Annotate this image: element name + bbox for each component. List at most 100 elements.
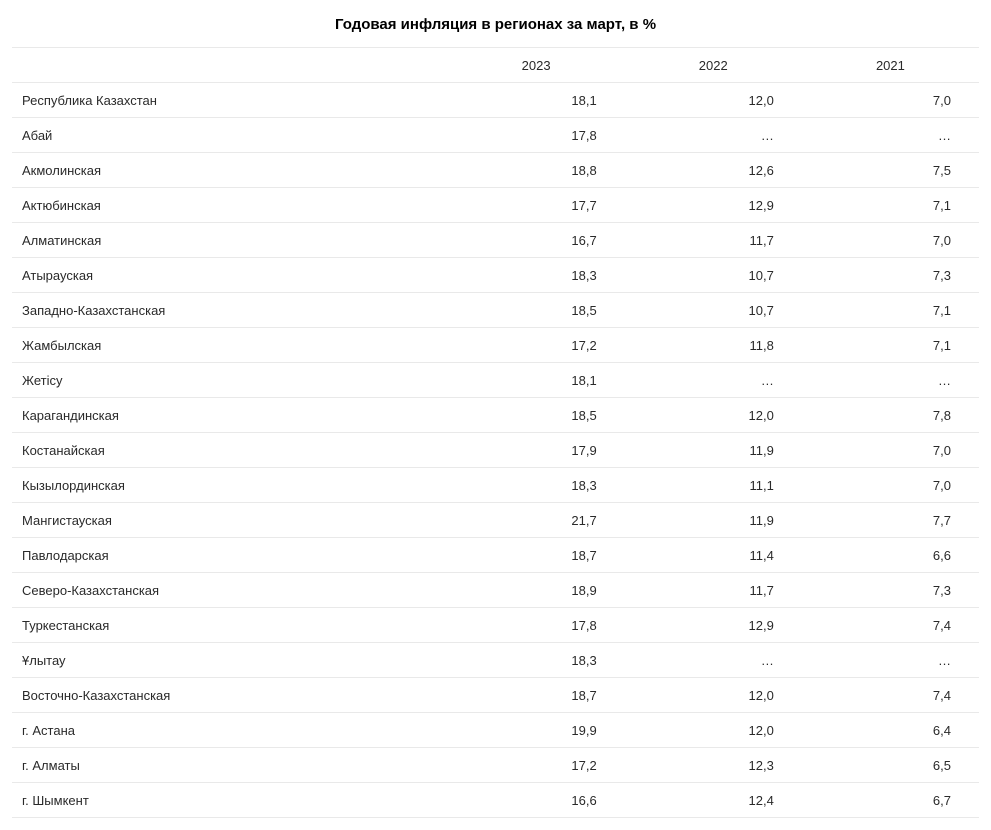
cell-v2022: 11,9 xyxy=(625,503,802,538)
cell-v2022: 11,9 xyxy=(625,433,802,468)
cell-v2022: 12,9 xyxy=(625,188,802,223)
table-row: Атырауская18,310,77,3 xyxy=(12,258,979,293)
cell-v2023: 18,1 xyxy=(448,363,625,398)
cell-v2022: 11,7 xyxy=(625,573,802,608)
cell-v2023: 18,3 xyxy=(448,643,625,678)
cell-v2023: 18,3 xyxy=(448,258,625,293)
cell-v2021: … xyxy=(802,643,979,678)
cell-v2021: 7,4 xyxy=(802,678,979,713)
cell-v2021: 7,3 xyxy=(802,258,979,293)
header-region xyxy=(12,48,448,83)
cell-v2021: 7,0 xyxy=(802,83,979,118)
cell-v2021: 7,7 xyxy=(802,503,979,538)
cell-v2021: 7,5 xyxy=(802,153,979,188)
cell-v2021: … xyxy=(802,118,979,153)
cell-v2021: 7,3 xyxy=(802,573,979,608)
cell-region: Республика Казахстан xyxy=(12,83,448,118)
cell-v2022: 12,9 xyxy=(625,608,802,643)
cell-region: Карагандинская xyxy=(12,398,448,433)
table-row: Туркестанская17,812,97,4 xyxy=(12,608,979,643)
cell-v2021: 7,4 xyxy=(802,608,979,643)
header-2022: 2022 xyxy=(625,48,802,83)
cell-region: Восточно-Казахстанская xyxy=(12,678,448,713)
cell-v2021: 7,0 xyxy=(802,468,979,503)
cell-v2023: 18,3 xyxy=(448,468,625,503)
cell-v2021: 7,1 xyxy=(802,188,979,223)
cell-region: Акмолинская xyxy=(12,153,448,188)
cell-v2023: 18,5 xyxy=(448,293,625,328)
table-row: Акмолинская18,812,67,5 xyxy=(12,153,979,188)
cell-v2022: 11,1 xyxy=(625,468,802,503)
cell-v2022: 11,4 xyxy=(625,538,802,573)
table-row: Павлодарская18,711,46,6 xyxy=(12,538,979,573)
cell-region: Жамбылская xyxy=(12,328,448,363)
cell-region: Абай xyxy=(12,118,448,153)
table-title: Годовая инфляция в регионах за март, в % xyxy=(12,16,979,33)
cell-region: г. Шымкент xyxy=(12,783,448,818)
cell-v2023: 18,8 xyxy=(448,153,625,188)
cell-v2023: 19,9 xyxy=(448,713,625,748)
table-header-row: 2023 2022 2021 xyxy=(12,48,979,83)
cell-v2022: … xyxy=(625,363,802,398)
cell-v2021: 7,0 xyxy=(802,223,979,258)
cell-v2021: 7,1 xyxy=(802,293,979,328)
table-row: Жетісу18,1…… xyxy=(12,363,979,398)
cell-region: г. Алматы xyxy=(12,748,448,783)
cell-v2023: 18,5 xyxy=(448,398,625,433)
cell-v2021: 7,8 xyxy=(802,398,979,433)
cell-v2023: 17,9 xyxy=(448,433,625,468)
cell-v2023: 21,7 xyxy=(448,503,625,538)
table-row: г. Шымкент16,612,46,7 xyxy=(12,783,979,818)
cell-v2023: 18,7 xyxy=(448,678,625,713)
cell-v2022: 12,6 xyxy=(625,153,802,188)
cell-v2021: 6,7 xyxy=(802,783,979,818)
cell-v2023: 18,9 xyxy=(448,573,625,608)
table-row: Западно-Казахстанская18,510,77,1 xyxy=(12,293,979,328)
cell-v2023: 17,8 xyxy=(448,118,625,153)
table-row: Мангистауская21,711,97,7 xyxy=(12,503,979,538)
table-row: Кызылординская18,311,17,0 xyxy=(12,468,979,503)
cell-region: Алматинская xyxy=(12,223,448,258)
cell-v2022: 12,0 xyxy=(625,678,802,713)
cell-region: Ұлытау xyxy=(12,643,448,678)
cell-v2023: 17,2 xyxy=(448,328,625,363)
table-row: Костанайская17,911,97,0 xyxy=(12,433,979,468)
cell-region: Западно-Казахстанская xyxy=(12,293,448,328)
table-row: Восточно-Казахстанская18,712,07,4 xyxy=(12,678,979,713)
cell-v2021: 6,5 xyxy=(802,748,979,783)
table-row: Алматинская16,711,77,0 xyxy=(12,223,979,258)
table-row: г. Алматы17,212,36,5 xyxy=(12,748,979,783)
cell-region: Павлодарская xyxy=(12,538,448,573)
table-row: Абай17,8…… xyxy=(12,118,979,153)
header-2023: 2023 xyxy=(448,48,625,83)
table-row: Жамбылская17,211,87,1 xyxy=(12,328,979,363)
cell-v2022: 12,3 xyxy=(625,748,802,783)
cell-v2021: … xyxy=(802,363,979,398)
cell-v2022: 12,4 xyxy=(625,783,802,818)
cell-v2023: 18,7 xyxy=(448,538,625,573)
cell-v2023: 16,7 xyxy=(448,223,625,258)
cell-v2021: 6,6 xyxy=(802,538,979,573)
cell-region: Мангистауская xyxy=(12,503,448,538)
cell-v2021: 7,1 xyxy=(802,328,979,363)
cell-v2023: 17,7 xyxy=(448,188,625,223)
table-row: Карагандинская18,512,07,8 xyxy=(12,398,979,433)
cell-region: Актюбинская xyxy=(12,188,448,223)
cell-region: Костанайская xyxy=(12,433,448,468)
table-row: г. Астана19,912,06,4 xyxy=(12,713,979,748)
cell-v2022: 11,7 xyxy=(625,223,802,258)
cell-region: Атырауская xyxy=(12,258,448,293)
cell-v2023: 17,8 xyxy=(448,608,625,643)
cell-region: Кызылординская xyxy=(12,468,448,503)
table-row: Северо-Казахстанская18,911,77,3 xyxy=(12,573,979,608)
table-row: Ұлытау18,3…… xyxy=(12,643,979,678)
cell-v2023: 17,2 xyxy=(448,748,625,783)
cell-v2022: 10,7 xyxy=(625,293,802,328)
cell-v2022: 12,0 xyxy=(625,713,802,748)
cell-v2023: 18,1 xyxy=(448,83,625,118)
header-2021: 2021 xyxy=(802,48,979,83)
table-row: Актюбинская17,712,97,1 xyxy=(12,188,979,223)
table-row: Республика Казахстан18,112,07,0 xyxy=(12,83,979,118)
cell-v2022: 10,7 xyxy=(625,258,802,293)
cell-v2022: … xyxy=(625,118,802,153)
